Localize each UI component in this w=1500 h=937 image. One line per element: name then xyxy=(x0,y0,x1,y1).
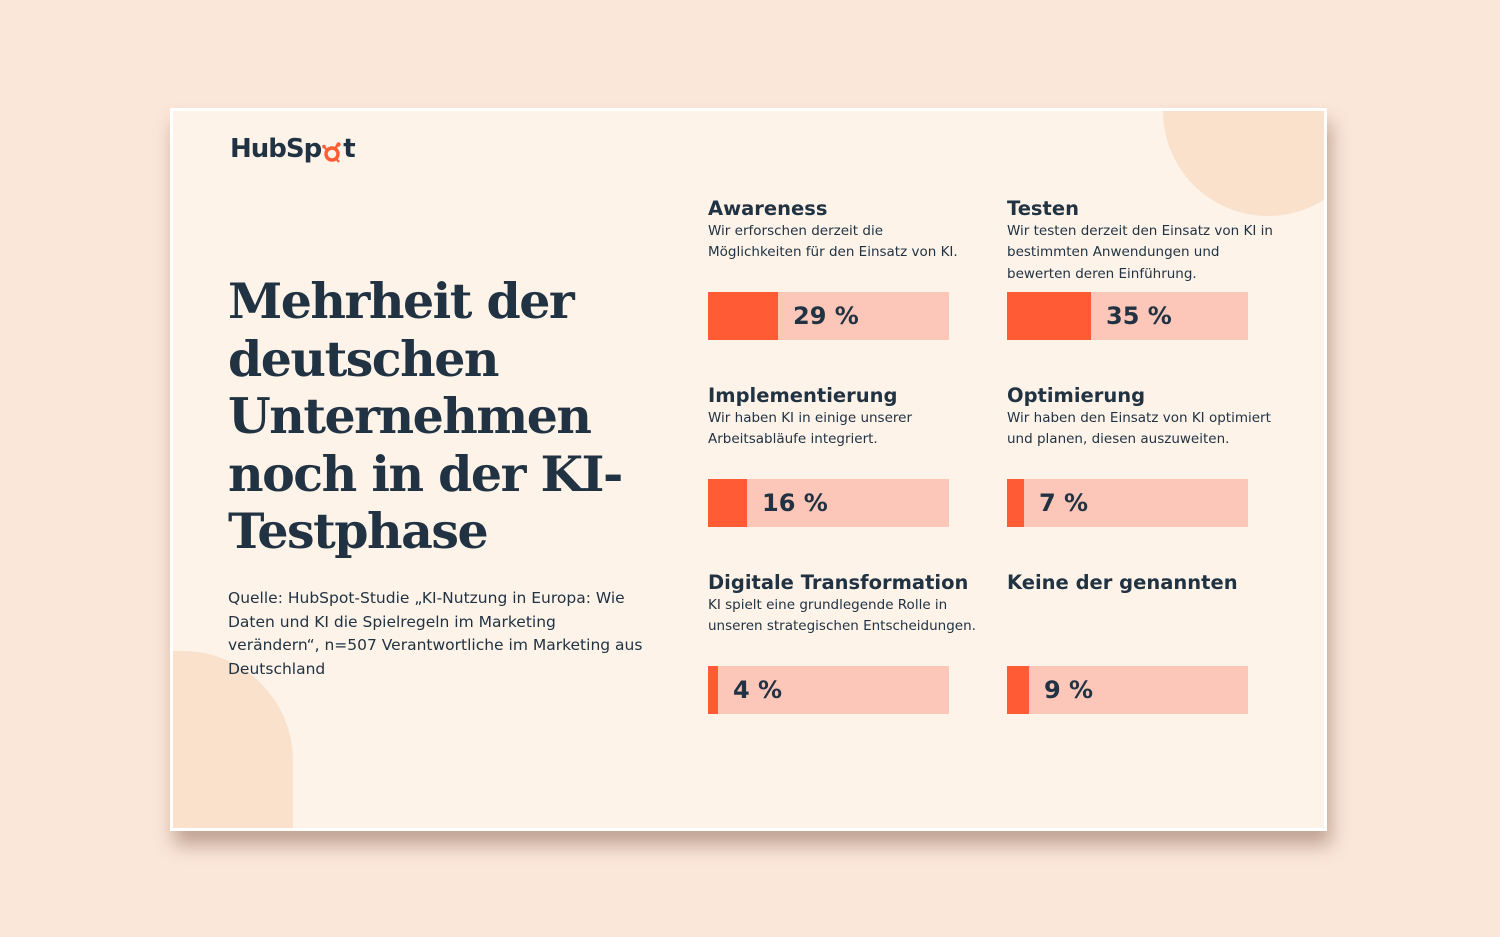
value-label: 16 % xyxy=(762,489,828,517)
bar-track: 7 % xyxy=(1007,479,1248,527)
category-description: Wir haben den Einsatz von KI optimiert u… xyxy=(1007,410,1271,448)
value-label: 35 % xyxy=(1106,302,1172,330)
infographic-card: HubSp t Mehrheit der deutschen Unternehm… xyxy=(170,108,1327,831)
bar xyxy=(708,292,778,340)
bar xyxy=(1007,292,1091,340)
headline: Mehrheit der deutschen Unternehmen noch … xyxy=(228,272,623,560)
bar-track: 16 % xyxy=(708,479,949,527)
category-description: Wir erforschen derzeit die Möglichkeiten… xyxy=(708,223,958,261)
value-label: 7 % xyxy=(1039,489,1089,517)
category-label: Testen xyxy=(1007,197,1079,220)
decorative-circle-top xyxy=(1163,111,1324,216)
sprocket-icon xyxy=(322,141,342,163)
bar-track: 4 % xyxy=(708,666,949,714)
logo-text-start: HubSp xyxy=(230,134,322,164)
value-label: 4 % xyxy=(733,676,783,704)
category-description: Wir haben KI in einige unserer Arbeitsab… xyxy=(708,410,913,448)
bar xyxy=(1007,479,1024,527)
category-label: Digitale Transformation xyxy=(708,571,969,594)
source-note: Quelle: HubSpot-Studie „KI-Nutzung in Eu… xyxy=(228,589,643,678)
bar-track: 35 % xyxy=(1007,292,1248,340)
category-label: Awareness xyxy=(708,197,828,220)
category-description: KI spielt eine grundlegende Rolle in uns… xyxy=(708,597,976,635)
logo-text-end: t xyxy=(343,134,355,164)
bar-track: 29 % xyxy=(708,292,949,340)
category-label: Optimierung xyxy=(1007,384,1146,407)
value-label: 9 % xyxy=(1044,676,1094,704)
bar xyxy=(708,666,718,714)
bar xyxy=(708,479,747,527)
value-label: 29 % xyxy=(793,302,859,330)
category-label: Implementierung xyxy=(708,384,898,407)
category-description: Wir testen derzeit den Einsatz von KI in… xyxy=(1007,223,1273,282)
category-label: Keine der genannten xyxy=(1007,571,1238,594)
bar-track: 9 % xyxy=(1007,666,1248,714)
hubspot-logo: HubSp t xyxy=(230,129,356,169)
bar xyxy=(1007,666,1029,714)
